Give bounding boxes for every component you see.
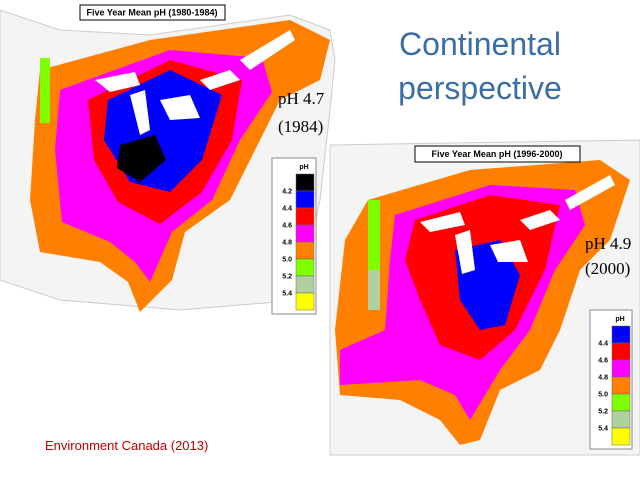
legend-label: 5.2: [598, 409, 608, 416]
legend-label: 5.4: [598, 426, 608, 433]
legend-swatch: [295, 292, 315, 311]
legend-swatch: [611, 376, 631, 395]
map-title: Five Year Mean pH (1980-1984): [87, 8, 218, 18]
legend-title: pH: [615, 316, 624, 323]
legend-label: 5.0: [282, 257, 292, 264]
legend-swatch: [611, 410, 631, 429]
legend-label: 5.2: [282, 274, 292, 281]
annotation: pH 4.7: [278, 89, 325, 108]
legends: pH 4.2 4.4 4.6 4.8 5.0 5.2 5.4 pH 4.4 4.6 4.8 5.0 5.2…: [271, 157, 633, 450]
legend-swatch: [295, 190, 315, 209]
map-1980: Five Year Mean pH (1980-1984): [0, 4, 336, 312]
legend-label: 4.8: [282, 240, 292, 247]
annotation: pH 4.9: [585, 234, 631, 253]
legend-swatch: [295, 224, 315, 243]
credit: Environment Canada (2013): [45, 438, 208, 453]
annotation: (2000): [585, 259, 630, 278]
legend-swatch: [295, 275, 315, 294]
legend-label: 5.4: [282, 291, 292, 298]
legend-swatch: [295, 241, 315, 260]
legend-title: pH: [299, 164, 308, 171]
legend-label: 4.6: [282, 223, 292, 230]
annotation: (1984): [278, 117, 323, 136]
slide-title: Continental: [399, 26, 561, 62]
legend-swatch: [611, 427, 631, 446]
legend-label: 4.4: [598, 341, 608, 348]
legend-label: 5.0: [598, 392, 608, 399]
legend-swatch: [611, 325, 631, 344]
legend-label: 4.2: [282, 189, 292, 196]
legend-swatch: [611, 393, 631, 412]
legend-swatch: [295, 258, 315, 277]
legend-swatch: [295, 173, 315, 192]
legend-label: 4.4: [282, 206, 292, 213]
legend-swatch: [611, 359, 631, 378]
legend-label: 4.6: [598, 358, 608, 365]
slide-title: perspective: [398, 70, 562, 106]
map-title: Five Year Mean pH (1996-2000): [432, 149, 563, 159]
legend-swatch: [611, 342, 631, 361]
map-2000: Five Year Mean pH (1996-2000): [329, 139, 640, 456]
legend-label: 4.8: [598, 375, 608, 382]
legend-swatch: [295, 207, 315, 226]
